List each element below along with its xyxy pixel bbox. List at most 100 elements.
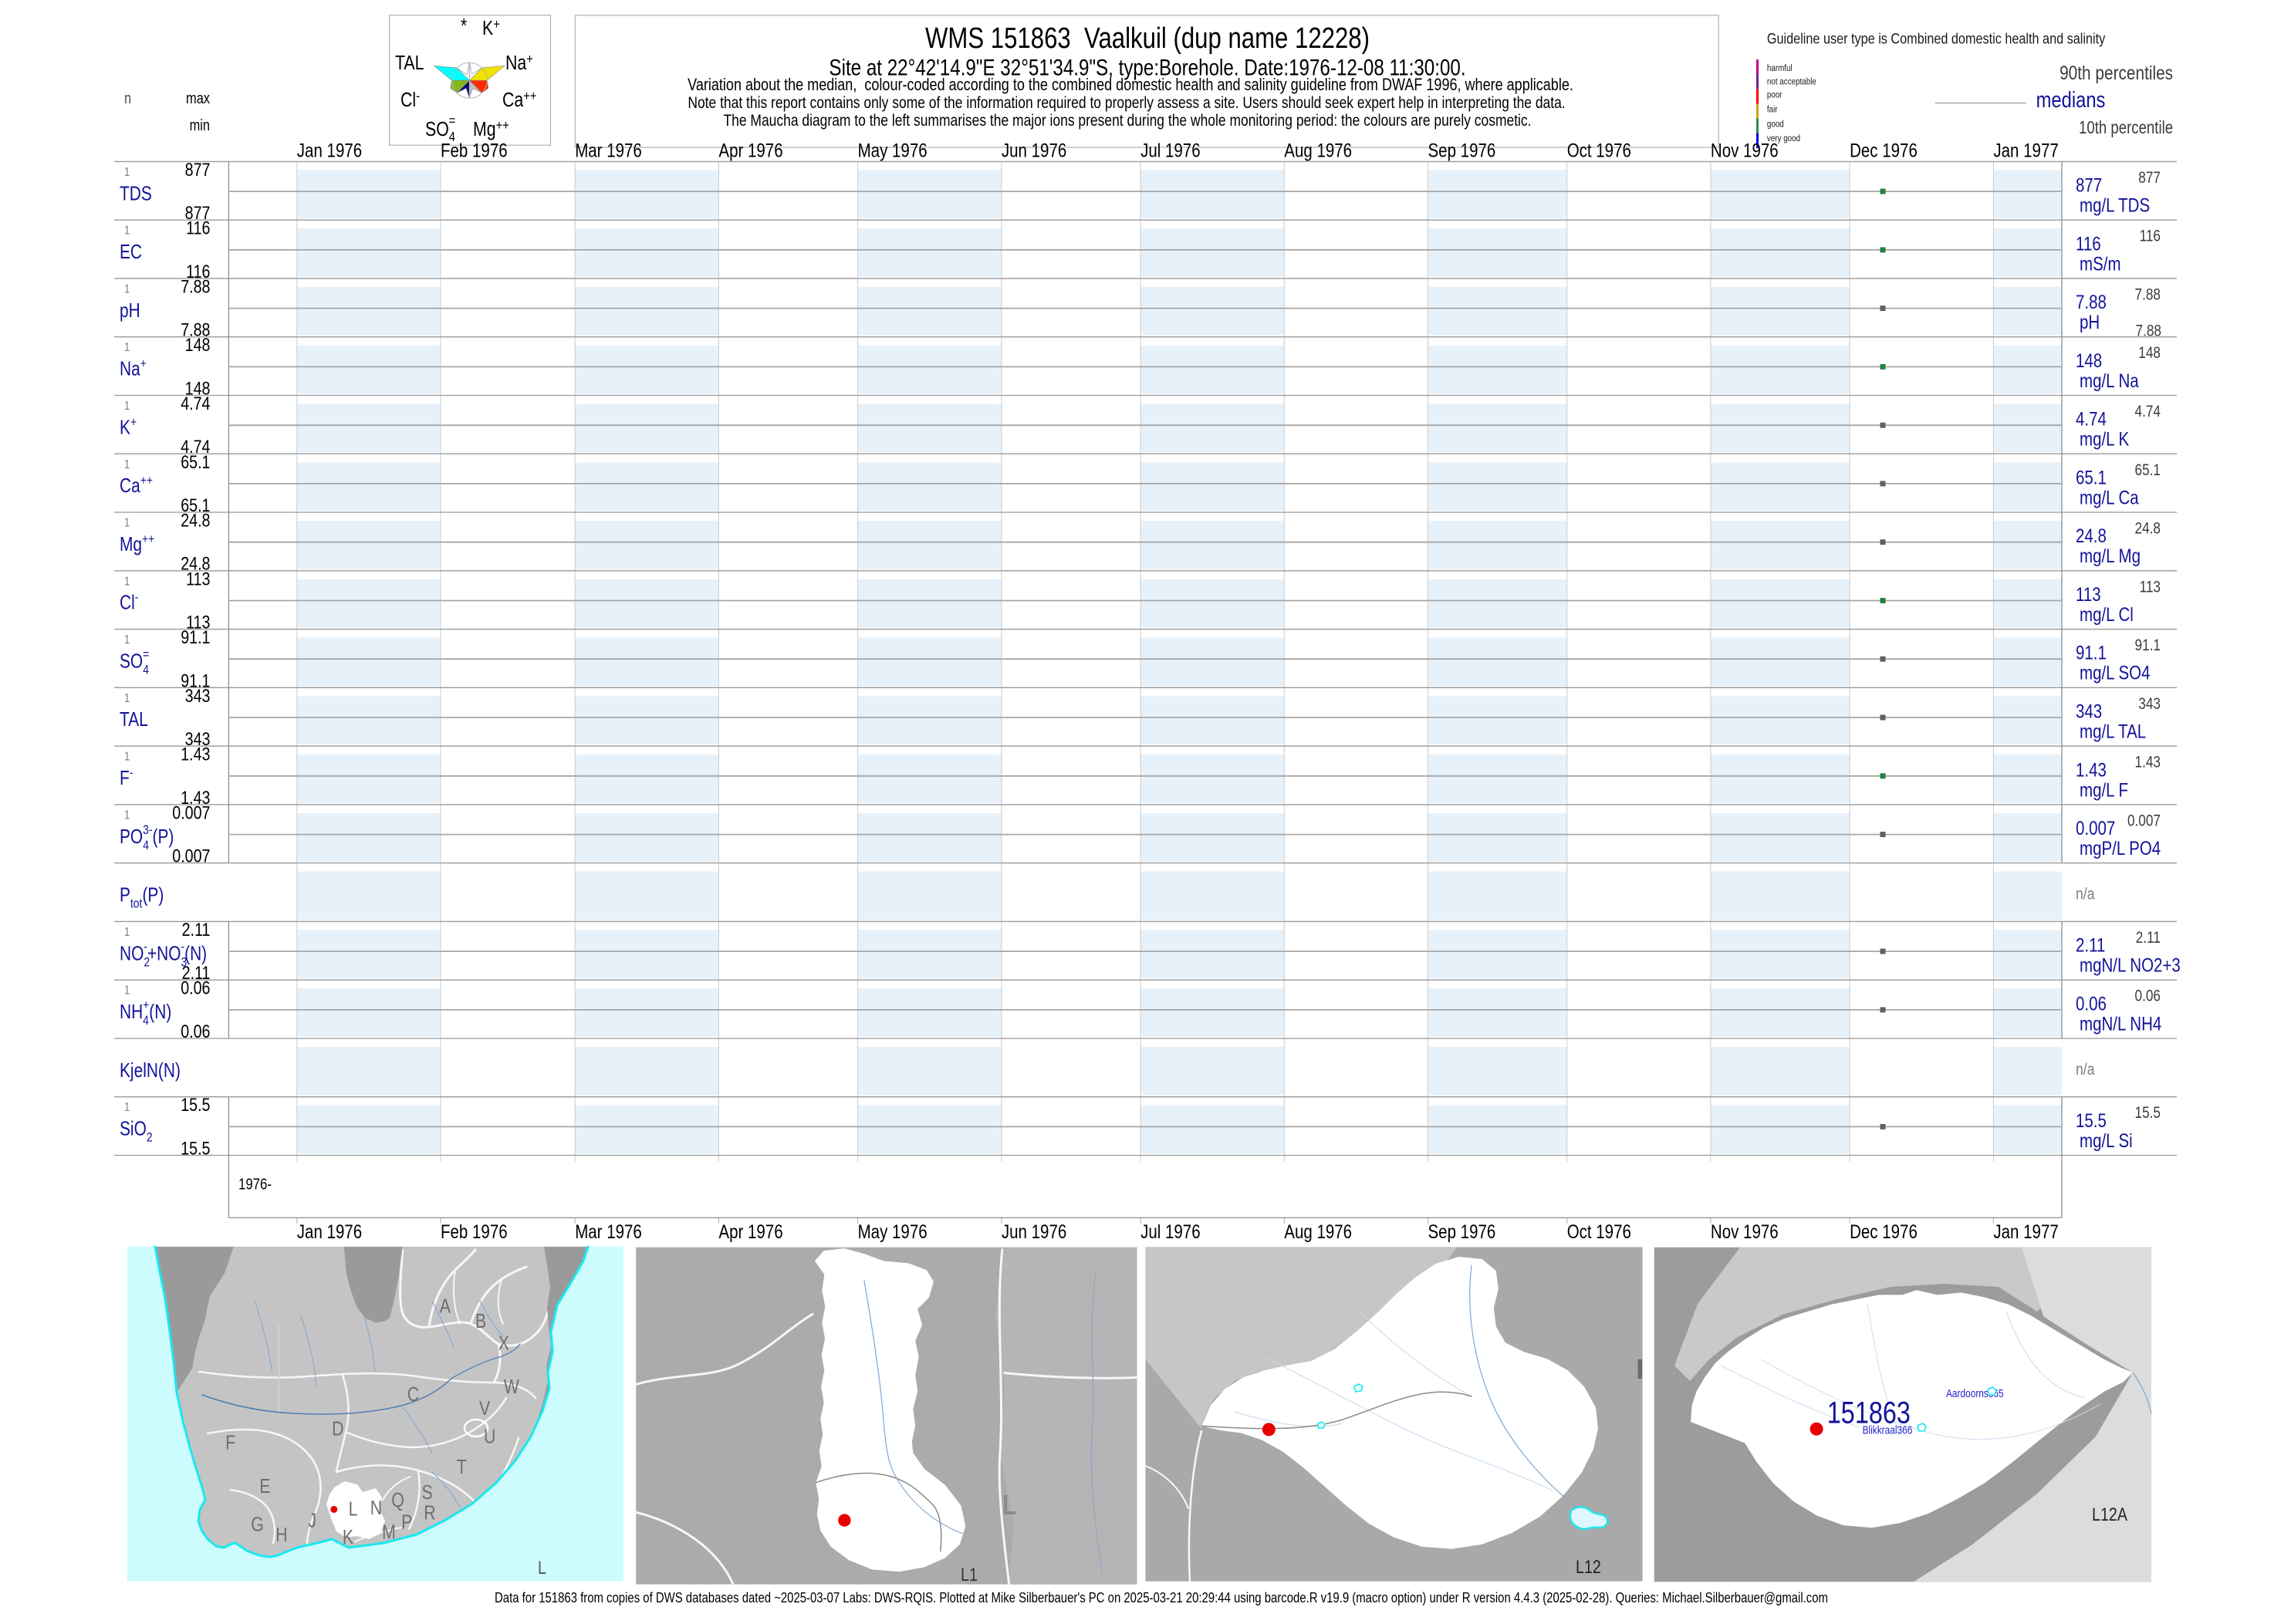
svg-text:91.1: 91.1 bbox=[181, 670, 210, 690]
svg-text:1: 1 bbox=[124, 575, 130, 588]
svg-text:2.11: 2.11 bbox=[2136, 929, 2161, 947]
svg-text:343: 343 bbox=[185, 685, 211, 706]
svg-text:X: X bbox=[498, 1332, 509, 1356]
svg-text:113: 113 bbox=[2076, 583, 2101, 605]
svg-text:24.8: 24.8 bbox=[2134, 520, 2161, 538]
svg-text:T: T bbox=[457, 1456, 467, 1479]
svg-text:very good: very good bbox=[1767, 133, 1800, 143]
svg-text:1: 1 bbox=[124, 750, 130, 763]
svg-text:7.88: 7.88 bbox=[2076, 291, 2107, 312]
svg-text:mS/m: mS/m bbox=[2080, 252, 2121, 274]
svg-text:1: 1 bbox=[124, 926, 130, 939]
svg-text:1.43: 1.43 bbox=[181, 787, 210, 808]
svg-text:mg/L F: mg/L F bbox=[2080, 778, 2128, 800]
svg-text:G: G bbox=[251, 1514, 264, 1537]
svg-text:L: L bbox=[349, 1498, 358, 1521]
svg-text:7.88: 7.88 bbox=[181, 276, 210, 297]
svg-text:mg/L Na: mg/L Na bbox=[2080, 370, 2139, 391]
svg-text:24.8: 24.8 bbox=[181, 553, 210, 574]
svg-text:2.11: 2.11 bbox=[2076, 934, 2105, 956]
svg-text:May 1976: May 1976 bbox=[858, 1221, 928, 1242]
svg-text:Feb 1976: Feb 1976 bbox=[441, 140, 508, 161]
svg-text:U: U bbox=[484, 1425, 495, 1448]
svg-text:good: good bbox=[1767, 120, 1784, 130]
svg-text:EC: EC bbox=[120, 241, 142, 262]
svg-text:pH: pH bbox=[120, 299, 140, 321]
svg-text:D: D bbox=[332, 1418, 343, 1441]
svg-text:mgN/L NO2+3: mgN/L NO2+3 bbox=[2080, 954, 2181, 976]
svg-text:mg/L Mg: mg/L Mg bbox=[2080, 545, 2141, 566]
svg-text:Guideline user type is Combine: Guideline user type is Combined domestic… bbox=[1767, 30, 2106, 47]
svg-text:n: n bbox=[124, 89, 131, 106]
svg-text:0.007: 0.007 bbox=[2127, 812, 2161, 830]
svg-text:343: 343 bbox=[185, 728, 211, 749]
svg-text:Aug 1976: Aug 1976 bbox=[1284, 140, 1352, 161]
svg-text:1.43: 1.43 bbox=[181, 744, 210, 765]
svg-text:877: 877 bbox=[185, 159, 211, 180]
svg-text:Dec 1976: Dec 1976 bbox=[1850, 140, 1918, 161]
svg-text:mgN/L NH4: mgN/L NH4 bbox=[2080, 1012, 2162, 1034]
svg-text:0.007: 0.007 bbox=[172, 846, 210, 866]
svg-text:Ca++: Ca++ bbox=[502, 89, 536, 112]
svg-text:May 1976: May 1976 bbox=[858, 140, 928, 161]
svg-text:1: 1 bbox=[124, 282, 130, 295]
svg-text:S: S bbox=[421, 1481, 432, 1504]
svg-text:0.06: 0.06 bbox=[181, 977, 210, 998]
svg-text:B: B bbox=[475, 1310, 486, 1333]
svg-text:4.74: 4.74 bbox=[2076, 408, 2107, 430]
svg-text:R: R bbox=[424, 1502, 435, 1525]
svg-text:1: 1 bbox=[124, 458, 130, 471]
svg-text:113: 113 bbox=[186, 612, 210, 633]
svg-text:113: 113 bbox=[2140, 579, 2161, 596]
svg-text:mg/L Si: mg/L Si bbox=[2080, 1129, 2133, 1151]
svg-text:65.1: 65.1 bbox=[2076, 466, 2107, 488]
svg-text:1.43: 1.43 bbox=[2076, 758, 2107, 780]
svg-text:116: 116 bbox=[2140, 228, 2161, 245]
svg-text:877: 877 bbox=[2076, 174, 2102, 196]
svg-text:V: V bbox=[479, 1397, 490, 1420]
svg-text:Jul 1976: Jul 1976 bbox=[1140, 140, 1201, 161]
svg-text:J: J bbox=[308, 1510, 316, 1533]
svg-text:Nov 1976: Nov 1976 bbox=[1711, 140, 1779, 161]
svg-text:mg/L Cl: mg/L Cl bbox=[2080, 603, 2134, 625]
svg-text:Mar 1976: Mar 1976 bbox=[575, 140, 642, 161]
svg-text:1: 1 bbox=[124, 692, 130, 705]
svg-text:10th percentile: 10th percentile bbox=[2079, 118, 2173, 137]
svg-text:E: E bbox=[259, 1475, 270, 1498]
svg-text:K: K bbox=[343, 1526, 353, 1549]
svg-text:Jan 1977: Jan 1977 bbox=[1993, 1221, 2058, 1242]
svg-text:harmful: harmful bbox=[1767, 63, 1793, 73]
svg-text:pH: pH bbox=[2080, 311, 2100, 333]
svg-text:min: min bbox=[190, 116, 210, 133]
svg-text:SO4=: SO4= bbox=[425, 113, 455, 145]
svg-text:max: max bbox=[186, 89, 210, 106]
svg-text:TAL: TAL bbox=[395, 52, 424, 75]
svg-text:0.06: 0.06 bbox=[2076, 992, 2107, 1014]
svg-text:116: 116 bbox=[186, 261, 210, 282]
svg-text:2.11: 2.11 bbox=[182, 962, 211, 983]
svg-text:877: 877 bbox=[2138, 169, 2161, 187]
svg-text:1: 1 bbox=[124, 516, 130, 529]
svg-text:Jan 1976: Jan 1976 bbox=[297, 1221, 362, 1242]
svg-text:7.88: 7.88 bbox=[2134, 286, 2161, 304]
svg-text:1: 1 bbox=[124, 984, 130, 998]
svg-text:TDS: TDS bbox=[120, 182, 152, 204]
svg-text:fair: fair bbox=[1767, 104, 1778, 114]
svg-text:poor: poor bbox=[1767, 90, 1782, 100]
svg-text:15.5: 15.5 bbox=[181, 1138, 210, 1159]
svg-text:L12A: L12A bbox=[2092, 1504, 2127, 1524]
svg-text:n/a: n/a bbox=[2076, 885, 2095, 903]
svg-text:1: 1 bbox=[124, 166, 130, 179]
svg-text:148: 148 bbox=[185, 378, 211, 399]
svg-text:15.5: 15.5 bbox=[2134, 1105, 2161, 1123]
svg-text:877: 877 bbox=[185, 202, 211, 223]
svg-text:mg/L SO4: mg/L SO4 bbox=[2080, 662, 2151, 684]
svg-text:M: M bbox=[382, 1521, 396, 1545]
svg-text:Jun 1976: Jun 1976 bbox=[1002, 140, 1066, 161]
svg-text:A: A bbox=[440, 1295, 451, 1318]
svg-text:Site at 22°42'14.9"E 32°51'34.: Site at 22°42'14.9"E 32°51'34.9"S, type:… bbox=[829, 55, 1465, 80]
svg-text:1: 1 bbox=[124, 809, 130, 822]
svg-text:Jan 1976: Jan 1976 bbox=[297, 140, 362, 161]
svg-text:91.1: 91.1 bbox=[2076, 642, 2107, 663]
svg-text:1: 1 bbox=[124, 633, 130, 647]
